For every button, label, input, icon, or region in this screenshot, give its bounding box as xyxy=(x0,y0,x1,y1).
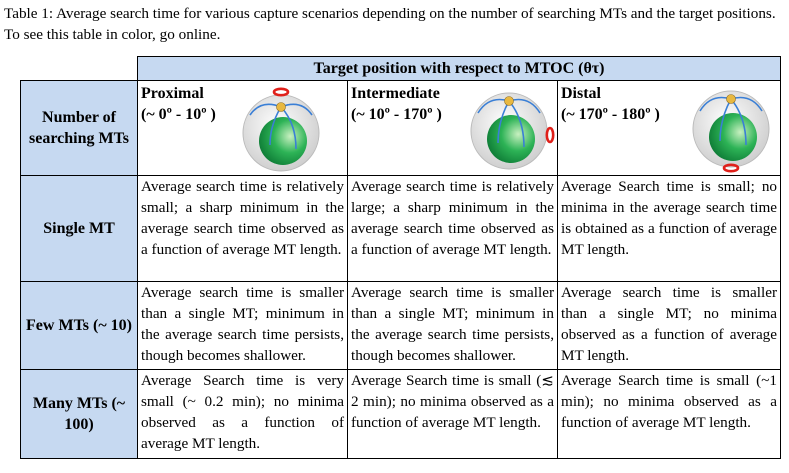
table-row: Few MTs (~ 10) Average search time is sm… xyxy=(20,281,782,370)
table-row: Many MTs (~ 100) Average Search time is … xyxy=(20,369,782,459)
results-table: Target position with respect to MTOC (θτ… xyxy=(20,56,782,459)
header-proximal: Proximal (~ 0º - 10º ) xyxy=(137,80,348,176)
header-proximal-label: Proximal (~ 0º - 10º ) xyxy=(141,85,216,123)
table-caption: Table 1: Average search time for various… xyxy=(4,5,776,43)
table-cell: Average search time is relatively small;… xyxy=(137,175,348,282)
table-cell: Average search time is smaller than a si… xyxy=(556,281,782,370)
table-cell: Average Search time is small (~1 min); n… xyxy=(556,369,782,459)
table-cell: Average Search time is small (≲ 2 min); … xyxy=(347,369,558,459)
table-row: Single MT Average search time is relativ… xyxy=(20,175,782,282)
cell-target-top-icon xyxy=(242,87,320,172)
table-cell: Average Search time is very small (~ 0.2… xyxy=(137,369,348,459)
target-position-header: Target position with respect to MTOC (θτ… xyxy=(136,56,782,81)
header-intermediate-label: Intermediate (~ 10º - 170º ) xyxy=(351,85,442,123)
header-intermediate: Intermediate (~ 10º - 170º ) xyxy=(347,80,558,176)
row-label: Single MT xyxy=(20,175,138,282)
header-distal: Distal (~ 170º - 180º ) xyxy=(556,80,782,176)
table-cell: Average search time is relatively large;… xyxy=(347,175,558,282)
table-cell: Average search time is smaller than a si… xyxy=(347,281,558,370)
empty-corner-cell xyxy=(20,56,138,81)
cell-target-side-icon xyxy=(470,92,555,170)
row-header-title: Number of searching MTs xyxy=(20,80,138,176)
header-distal-label: Distal (~ 170º - 180º ) xyxy=(561,85,660,123)
table-cell: Average Search time is small; no minima … xyxy=(556,175,782,282)
row-label: Few MTs (~ 10) xyxy=(20,281,138,370)
row-label: Many MTs (~ 100) xyxy=(20,369,138,459)
cell-target-bottom-icon xyxy=(692,90,770,173)
table-cell: Average search time is smaller than a si… xyxy=(137,281,348,370)
